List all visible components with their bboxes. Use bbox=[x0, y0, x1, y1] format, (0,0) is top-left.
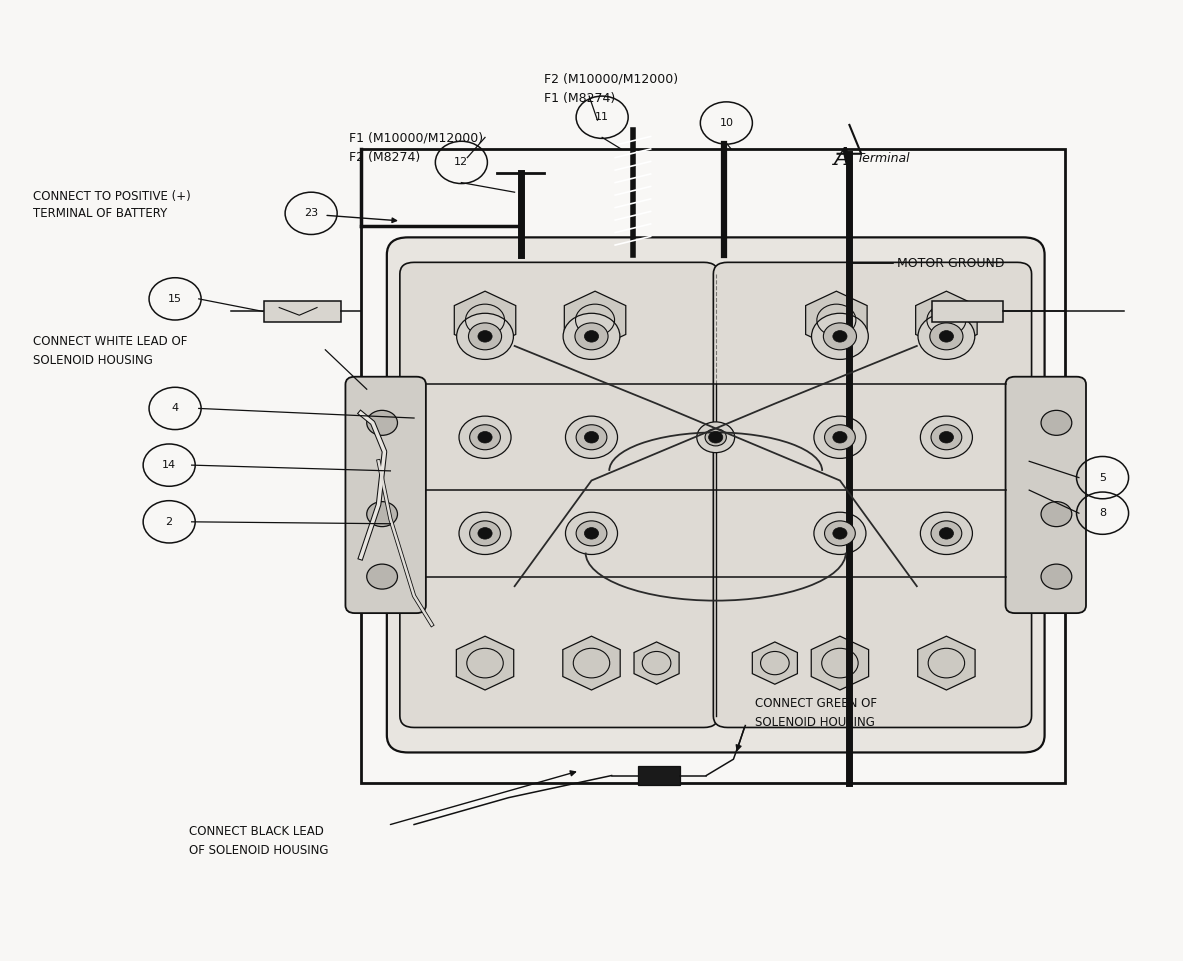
Circle shape bbox=[367, 410, 397, 435]
Circle shape bbox=[705, 429, 726, 446]
Bar bbox=[361, 149, 1065, 783]
Circle shape bbox=[576, 521, 607, 546]
Circle shape bbox=[918, 313, 975, 359]
Polygon shape bbox=[916, 291, 977, 349]
Circle shape bbox=[823, 323, 856, 350]
Circle shape bbox=[825, 521, 855, 546]
Text: MOTOR GROUND: MOTOR GROUND bbox=[897, 257, 1004, 270]
Text: 8: 8 bbox=[1099, 508, 1106, 518]
Text: SOLENOID HOUSING: SOLENOID HOUSING bbox=[755, 716, 874, 729]
Circle shape bbox=[920, 512, 972, 554]
Circle shape bbox=[478, 528, 492, 539]
Text: F2 (M10000/M12000): F2 (M10000/M12000) bbox=[544, 72, 678, 86]
Text: SOLENOID HOUSING: SOLENOID HOUSING bbox=[33, 354, 153, 367]
Circle shape bbox=[920, 416, 972, 458]
Circle shape bbox=[930, 323, 963, 350]
Circle shape bbox=[584, 528, 599, 539]
Circle shape bbox=[584, 431, 599, 443]
Circle shape bbox=[459, 416, 511, 458]
Circle shape bbox=[1041, 502, 1072, 527]
Circle shape bbox=[470, 425, 500, 450]
FancyBboxPatch shape bbox=[1006, 377, 1086, 613]
Text: 10: 10 bbox=[719, 118, 733, 128]
Text: CONNECT WHITE LEAD OF: CONNECT WHITE LEAD OF bbox=[33, 334, 187, 348]
Circle shape bbox=[825, 425, 855, 450]
Polygon shape bbox=[564, 291, 626, 349]
Polygon shape bbox=[812, 636, 868, 690]
Circle shape bbox=[697, 422, 735, 453]
Circle shape bbox=[709, 431, 723, 443]
Circle shape bbox=[367, 502, 397, 527]
Circle shape bbox=[478, 331, 492, 342]
Text: A: A bbox=[834, 146, 853, 169]
Polygon shape bbox=[563, 636, 620, 690]
Text: 11: 11 bbox=[595, 112, 609, 122]
Text: CONNECT BLACK LEAD: CONNECT BLACK LEAD bbox=[189, 825, 324, 838]
Circle shape bbox=[565, 416, 618, 458]
Text: 23: 23 bbox=[304, 209, 318, 218]
Bar bbox=[932, 301, 1003, 322]
FancyBboxPatch shape bbox=[345, 377, 426, 613]
Circle shape bbox=[563, 313, 620, 359]
FancyBboxPatch shape bbox=[400, 262, 718, 727]
Circle shape bbox=[814, 512, 866, 554]
Text: Terminal: Terminal bbox=[856, 152, 910, 165]
Text: 2: 2 bbox=[166, 517, 173, 527]
Polygon shape bbox=[457, 636, 513, 690]
Circle shape bbox=[1041, 410, 1072, 435]
Circle shape bbox=[939, 431, 953, 443]
Circle shape bbox=[1041, 564, 1072, 589]
Text: F1 (M10000/M12000): F1 (M10000/M12000) bbox=[349, 132, 483, 145]
Text: TERMINAL OF BATTERY: TERMINAL OF BATTERY bbox=[33, 207, 167, 220]
FancyBboxPatch shape bbox=[387, 237, 1045, 752]
Text: 15: 15 bbox=[168, 294, 182, 304]
Circle shape bbox=[814, 416, 866, 458]
Circle shape bbox=[833, 331, 847, 342]
Text: F2 (M8274): F2 (M8274) bbox=[349, 151, 420, 164]
FancyBboxPatch shape bbox=[713, 262, 1032, 727]
Circle shape bbox=[367, 564, 397, 589]
Polygon shape bbox=[806, 291, 867, 349]
Circle shape bbox=[931, 425, 962, 450]
Circle shape bbox=[576, 425, 607, 450]
Polygon shape bbox=[454, 291, 516, 349]
Circle shape bbox=[833, 528, 847, 539]
Circle shape bbox=[812, 313, 868, 359]
Circle shape bbox=[457, 313, 513, 359]
Text: 14: 14 bbox=[162, 460, 176, 470]
Circle shape bbox=[939, 331, 953, 342]
Text: CONNECT TO POSITIVE (+): CONNECT TO POSITIVE (+) bbox=[33, 189, 190, 203]
Text: 5: 5 bbox=[1099, 473, 1106, 482]
Circle shape bbox=[584, 331, 599, 342]
Circle shape bbox=[939, 528, 953, 539]
Circle shape bbox=[470, 521, 500, 546]
Circle shape bbox=[833, 431, 847, 443]
Circle shape bbox=[575, 323, 608, 350]
Circle shape bbox=[931, 521, 962, 546]
Bar bbox=[638, 766, 680, 785]
Text: 12: 12 bbox=[454, 158, 468, 167]
Text: CONNECT GREEN OF: CONNECT GREEN OF bbox=[755, 697, 877, 710]
Circle shape bbox=[478, 431, 492, 443]
Circle shape bbox=[459, 512, 511, 554]
Polygon shape bbox=[918, 636, 975, 690]
Text: 4: 4 bbox=[172, 404, 179, 413]
Bar bbox=[264, 301, 341, 322]
Text: OF SOLENOID HOUSING: OF SOLENOID HOUSING bbox=[189, 844, 329, 857]
Polygon shape bbox=[752, 642, 797, 684]
Polygon shape bbox=[634, 642, 679, 684]
Text: F1 (M8274): F1 (M8274) bbox=[544, 91, 615, 105]
Circle shape bbox=[565, 512, 618, 554]
Circle shape bbox=[468, 323, 502, 350]
